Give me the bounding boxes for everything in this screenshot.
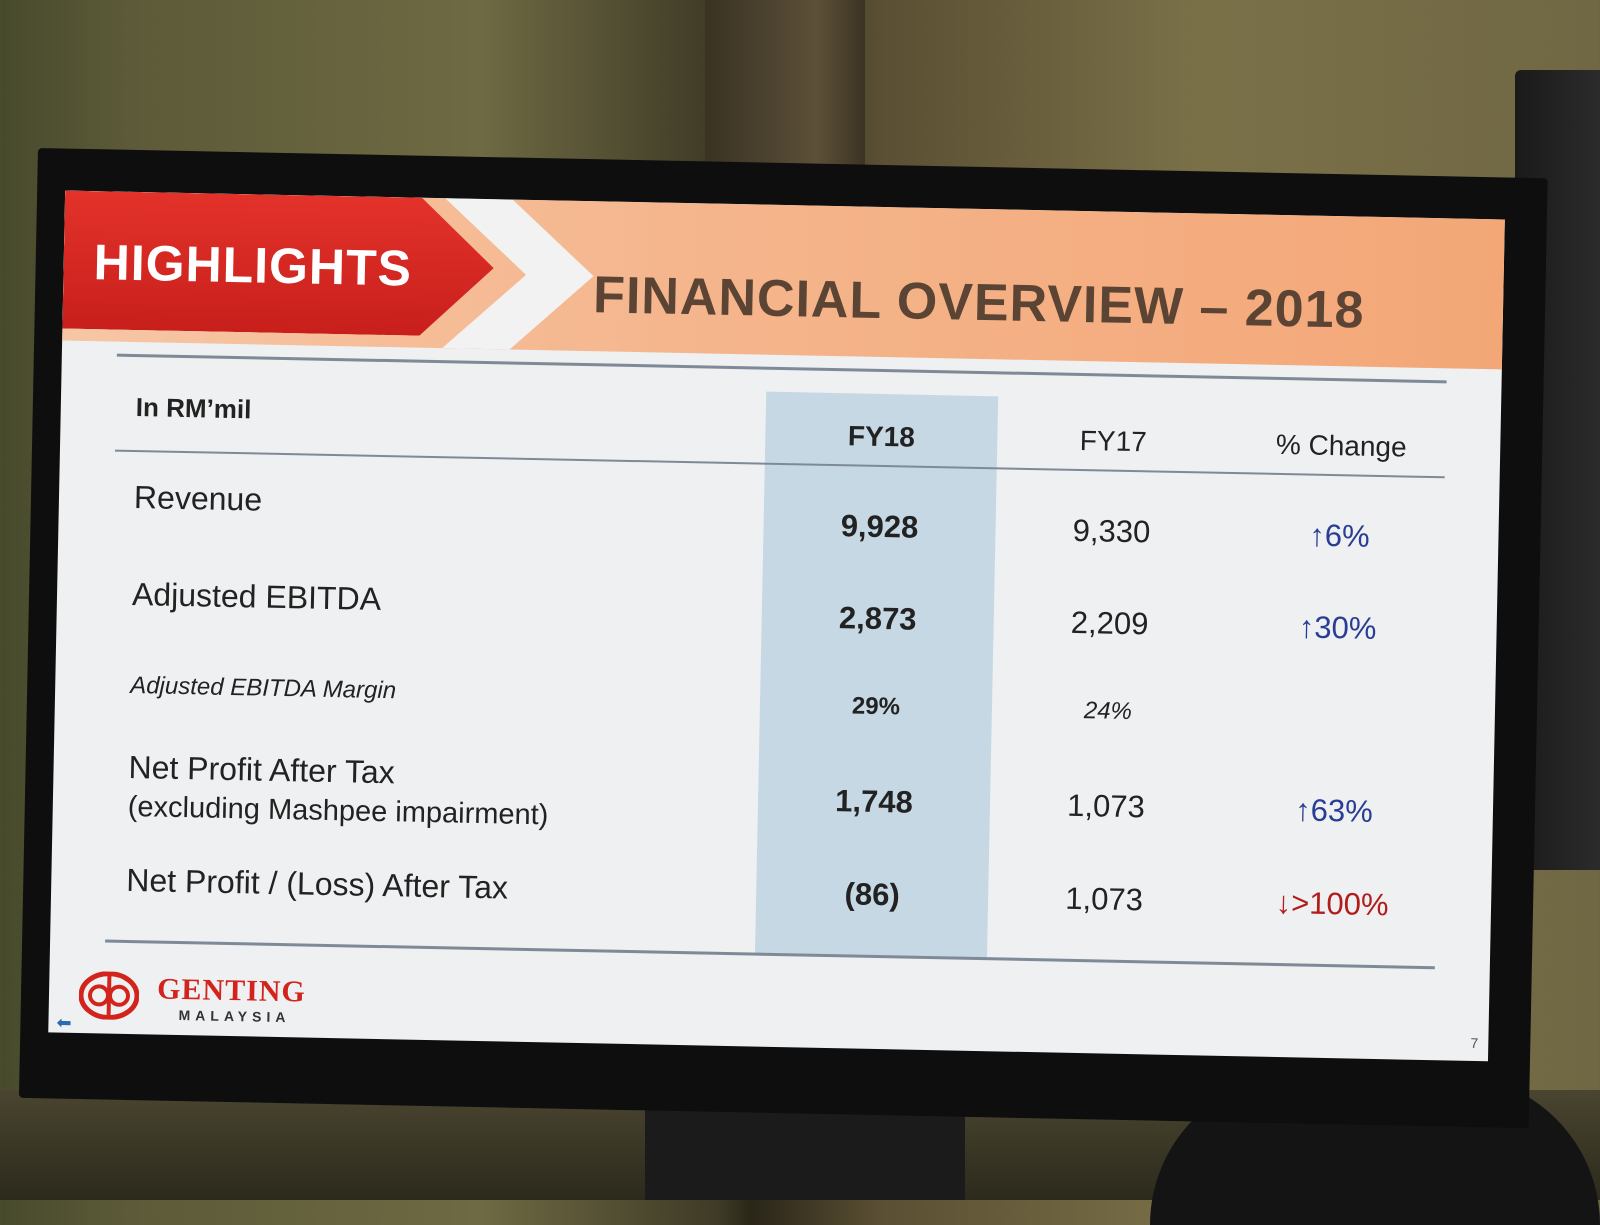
revenue-change: ↑6% [1308, 517, 1370, 554]
net-profit-loss-fy17: 1,073 [1065, 880, 1144, 918]
column-header-fy17: FY17 [1079, 424, 1148, 458]
column-header-change: % Change [1275, 428, 1407, 463]
row-label-net-profit-loss: Net Profit / (Loss) After Tax [125, 861, 509, 906]
unit-label: In RM’mil [135, 392, 252, 425]
row-sublabel-excluding-mashpee: (excluding Mashpee impairment) [127, 790, 549, 832]
back-arrow-icon[interactable]: ⬅ [56, 1012, 72, 1033]
revenue-fy18: 9,928 [840, 508, 919, 545]
financial-table: In RM’mil FY18 FY17 % Change Revenue 9,9… [105, 353, 1447, 970]
ebitda-fy18: 2,873 [838, 600, 917, 637]
page-number: 7 [1470, 1034, 1479, 1052]
npat-change: ↑63% [1294, 792, 1374, 829]
net-profit-loss-change: ↓>100% [1275, 884, 1389, 923]
row-label-revenue: Revenue [133, 479, 263, 518]
ebitda-margin-change [1220, 700, 1452, 705]
column-header-fy18: FY18 [847, 420, 916, 453]
net-profit-loss-fy18: (86) [844, 876, 901, 913]
npat-fy17: 1,073 [1066, 787, 1146, 825]
genting-emblem-icon [78, 971, 140, 1021]
row-label-adjusted-ebitda: Adjusted EBITDA [131, 575, 382, 617]
ebitda-change: ↑30% [1298, 609, 1377, 646]
slide-screen: HIGHLIGHTS FINANCIAL OVERVIEW – 2018 In … [48, 190, 1505, 1062]
row-label-ebitda-margin: Adjusted EBITDA Margin [129, 671, 397, 705]
ebitda-fy17: 2,209 [1070, 604, 1149, 642]
section-tab-label: HIGHLIGHTS [93, 234, 413, 297]
npat-fy18: 1,748 [834, 783, 914, 820]
logo-wordmark: GENTING [156, 972, 307, 1009]
row-label-net-profit-after-tax: Net Profit After Tax [128, 748, 396, 791]
genting-logo: GENTING MALAYSIA [78, 971, 339, 1036]
revenue-fy17: 9,330 [1072, 512, 1151, 550]
monitor: HIGHLIGHTS FINANCIAL OVERVIEW – 2018 In … [18, 148, 1548, 1129]
ebitda-margin-fy17: 24% [1083, 697, 1133, 726]
ebitda-margin-fy18: 29% [851, 692, 901, 721]
logo-subtitle: MALAYSIA [178, 1006, 291, 1026]
fy18-highlight-column [754, 391, 999, 960]
